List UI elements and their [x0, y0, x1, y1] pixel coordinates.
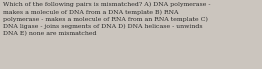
Text: Which of the following pairs is mismatched? A) DNA polymerase -
makes a molecule: Which of the following pairs is mismatch… [3, 2, 211, 36]
